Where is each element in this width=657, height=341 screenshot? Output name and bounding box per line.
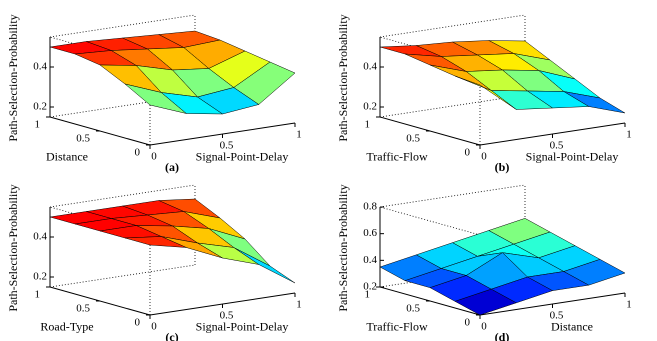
z-axis-label: Path-Selection-Probability (6, 14, 20, 141)
x-tick-label: 1 (296, 299, 302, 311)
panel-label: (b) (495, 160, 510, 174)
y-tick-label: 1 (35, 289, 41, 301)
back-edge (379, 14, 526, 38)
z-tick-label: 0.4 (363, 254, 377, 266)
y-axis-label: Distance (46, 149, 88, 163)
x-tick-label: 0.5 (550, 310, 564, 322)
z-tick-label: 0.2 (33, 101, 47, 113)
z-tick-label: 0.2 (33, 271, 47, 283)
y-axis-label: Traffic-Flow (366, 149, 428, 163)
z-tick-label: 0.8 (363, 201, 377, 213)
z-tick-label: 0.4 (363, 61, 377, 73)
back-edge (379, 94, 526, 118)
y-tick-label: 0 (135, 147, 141, 159)
y-tick-label: 0 (135, 317, 141, 329)
x-tick-label: 0 (151, 151, 157, 163)
back-edge (49, 94, 196, 118)
x-tick-label: 1 (296, 129, 302, 141)
x-tick-label: 0 (481, 151, 487, 163)
back-edge (379, 206, 481, 236)
z-tick-label: 0.2 (363, 281, 377, 293)
surface-cell (124, 236, 187, 248)
y-tick-label: 0.5 (406, 303, 420, 315)
y-tick-label: 0 (465, 147, 471, 159)
y-tick-label: 1 (35, 119, 41, 131)
x-tick-label: 0.5 (550, 140, 564, 152)
y-tick-label: 1 (365, 119, 371, 131)
back-edge (49, 184, 196, 208)
x-tick-label: 1 (626, 129, 632, 141)
x-axis-label: Signal-Point-Delay (526, 150, 619, 164)
panel-label: (a) (165, 160, 179, 174)
x-tick-label: 0.5 (220, 140, 234, 152)
surface-cell (454, 75, 517, 110)
back-edge (49, 14, 196, 38)
z-tick-label: 0.6 (363, 227, 377, 239)
x-tick-label: 1 (626, 299, 632, 311)
x-tick-label: 0 (481, 321, 487, 333)
panel-label: (c) (165, 330, 178, 341)
z-axis-label: Path-Selection-Probability (6, 184, 20, 311)
z-tick-label: 0.4 (33, 61, 47, 73)
z-axis-label: Path-Selection-Probability (336, 184, 350, 311)
y-tick-label: 1 (365, 289, 371, 301)
z-axis-label: Path-Selection-Probability (336, 14, 350, 141)
x-axis-label: Signal-Point-Delay (196, 320, 289, 334)
back-edge (379, 264, 526, 288)
z-tick-label: 0.2 (363, 101, 377, 113)
surface-cell (233, 247, 296, 284)
z-tick-label: 0.4 (33, 231, 47, 243)
back-edge (49, 264, 196, 288)
y-tick-label: 0 (465, 317, 471, 329)
surface-cell (454, 288, 517, 316)
back-edge (379, 184, 526, 208)
y-tick-label: 0.5 (76, 303, 90, 315)
y-tick-label: 0.5 (76, 133, 90, 145)
x-axis-label: Signal-Point-Delay (196, 150, 289, 164)
x-tick-label: 0 (151, 321, 157, 333)
x-tick-label: 0.5 (220, 310, 234, 322)
y-axis-label: Road-Type (40, 319, 93, 333)
surface-cell (124, 83, 187, 114)
x-axis-label: Distance (551, 320, 593, 334)
y-axis-label: Traffic-Flow (366, 319, 428, 333)
panel-label: (d) (495, 330, 510, 341)
y-tick-label: 0.5 (406, 133, 420, 145)
